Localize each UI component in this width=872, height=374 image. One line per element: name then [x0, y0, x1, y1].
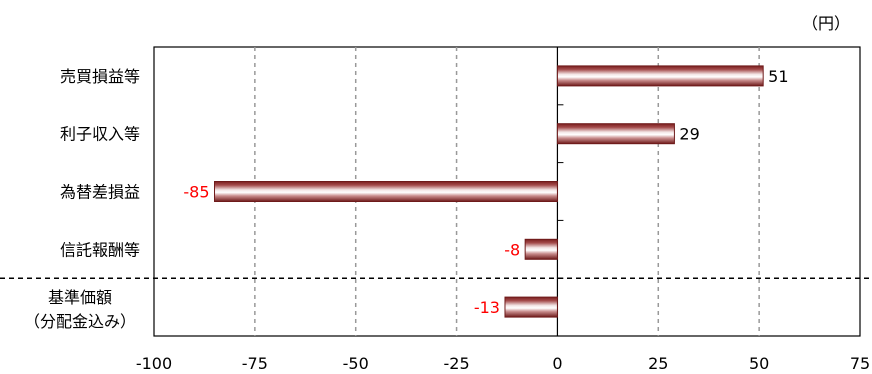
value-label: 51	[768, 67, 788, 86]
unit-label: （円）	[801, 14, 850, 33]
x-tick-label: 0	[552, 354, 562, 373]
category-label: 売買損益等	[60, 67, 140, 86]
x-tick-label: 25	[648, 354, 668, 373]
x-tick-label: -75	[242, 354, 268, 373]
bar	[214, 181, 558, 202]
value-label: -85	[183, 183, 209, 202]
x-tick-label: -100	[136, 354, 172, 373]
value-label: -13	[474, 298, 500, 317]
category-label: 利子収入等	[60, 125, 140, 144]
x-tick-label: -50	[343, 354, 369, 373]
x-tick-label: 75	[850, 354, 870, 373]
x-tick-label: -25	[444, 354, 470, 373]
category-label: 為替差損益	[60, 183, 140, 202]
category-label-line: 基準価額	[48, 288, 112, 307]
category-label: 信託報酬等	[60, 240, 140, 259]
value-label: -8	[504, 240, 520, 259]
category-label: 基準価額 （分配金込み）	[24, 288, 136, 331]
bar	[504, 296, 558, 318]
bar	[524, 238, 558, 260]
bar	[556, 123, 675, 145]
x-tick-label: 50	[749, 354, 769, 373]
bar	[556, 65, 764, 87]
category-label-line: （分配金込み）	[24, 312, 136, 331]
value-label: 29	[679, 125, 699, 144]
